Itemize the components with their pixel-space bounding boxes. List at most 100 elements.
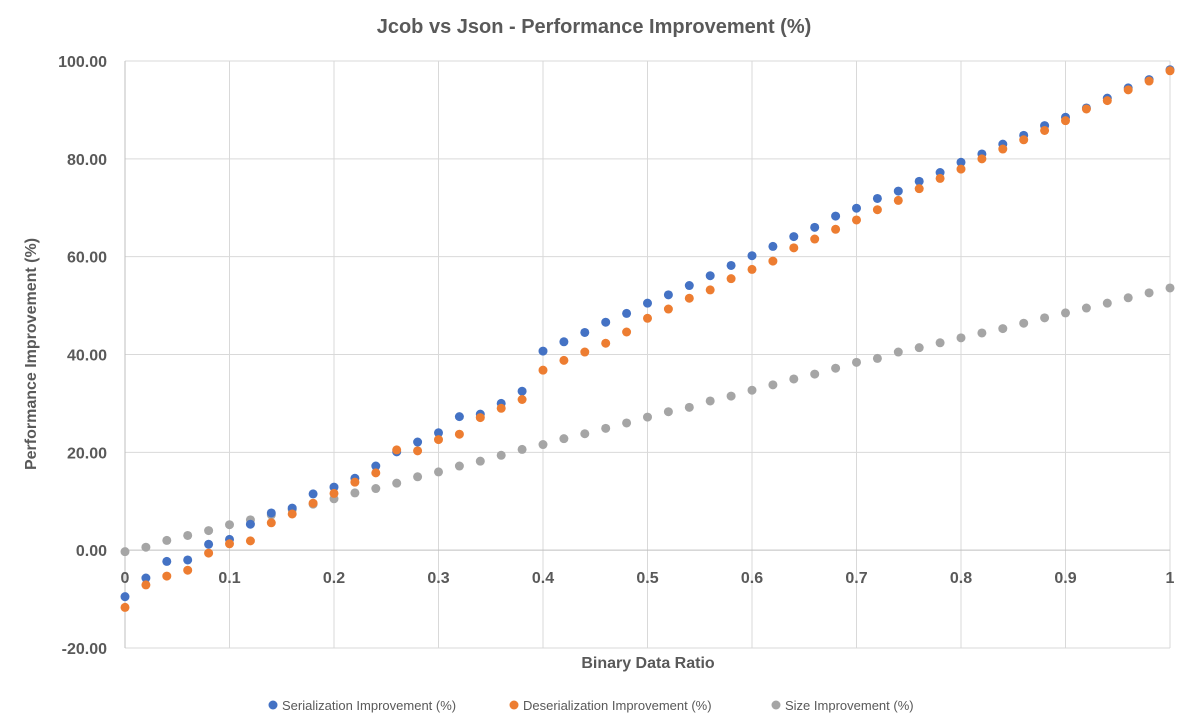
series-1 <box>120 66 1175 612</box>
data-point <box>1081 303 1091 313</box>
data-point <box>1061 308 1070 318</box>
data-point <box>120 547 130 557</box>
legend-label: Size Improvement (%) <box>785 698 914 713</box>
data-point <box>893 347 903 357</box>
y-tick-label: 60.00 <box>67 250 107 267</box>
data-point <box>1040 125 1050 135</box>
data-point <box>1123 293 1133 303</box>
x-tick-label: 0.2 <box>323 570 345 587</box>
y-tick-label: 20.00 <box>67 445 107 462</box>
data-point <box>371 461 381 471</box>
data-point <box>413 472 423 482</box>
gridlines <box>125 60 1171 649</box>
data-point <box>1081 104 1091 114</box>
data-point <box>998 144 1008 154</box>
x-tick-label: 0.3 <box>427 570 449 587</box>
data-point <box>601 423 611 433</box>
data-point <box>538 365 548 375</box>
data-point <box>768 241 778 251</box>
legend-item: Size Improvement (%) <box>771 698 914 713</box>
data-point <box>517 444 527 454</box>
x-tick-label: 1 <box>1166 570 1175 587</box>
data-point <box>287 509 297 519</box>
data-point <box>580 347 590 357</box>
data-point <box>120 602 130 612</box>
data-point <box>559 355 569 365</box>
data-point <box>580 429 590 439</box>
data-point <box>705 285 715 295</box>
data-point <box>141 542 151 552</box>
data-point <box>475 456 485 466</box>
data-point <box>1040 313 1050 323</box>
x-tick-label: 0.6 <box>741 570 763 587</box>
data-point <box>810 222 820 232</box>
data-point <box>413 437 423 447</box>
data-point <box>538 346 548 356</box>
data-point <box>893 195 903 205</box>
data-point <box>183 530 193 540</box>
legend-item: Serialization Improvement (%) <box>268 698 456 713</box>
legend-item: Deserialization Improvement (%) <box>509 698 712 713</box>
data-point <box>183 555 193 565</box>
data-point <box>831 211 841 221</box>
data-point <box>705 271 715 281</box>
data-point <box>852 357 861 367</box>
legend: Serialization Improvement (%) Deserializa… <box>268 698 914 713</box>
data-point <box>162 556 172 566</box>
data-point <box>1144 288 1154 298</box>
x-tick-label: 0.4 <box>532 570 554 587</box>
data-point <box>1165 66 1175 76</box>
data-point <box>245 519 255 529</box>
data-point <box>434 435 443 445</box>
x-axis-label: Binary Data Ratio <box>581 655 715 672</box>
data-point <box>496 450 506 460</box>
data-point <box>204 526 214 536</box>
y-tick-label: 0.00 <box>76 543 107 560</box>
data-point <box>726 391 736 401</box>
data-point <box>643 412 652 422</box>
data-point <box>266 518 276 528</box>
data-point <box>622 308 632 318</box>
y-axis-label: Performance Improvement (%) <box>23 238 40 470</box>
x-tick-label: 0.9 <box>1054 570 1076 587</box>
data-point <box>789 232 799 242</box>
data-point <box>831 363 841 373</box>
data-point <box>663 407 673 417</box>
data-point <box>434 428 443 438</box>
data-point <box>977 154 987 164</box>
data-point <box>747 385 757 395</box>
data-point <box>768 380 778 390</box>
data-point <box>977 328 987 338</box>
data-point <box>643 313 652 323</box>
data-point <box>831 224 841 234</box>
data-point <box>475 413 485 423</box>
legend-marker <box>509 700 519 710</box>
data-point <box>914 176 924 186</box>
y-tick-label: 40.00 <box>67 348 107 365</box>
data-point <box>1019 318 1029 328</box>
data-point <box>329 488 339 498</box>
data-point <box>684 281 694 291</box>
data-point <box>454 412 464 422</box>
data-point <box>1102 96 1112 106</box>
data-point <box>956 157 966 167</box>
data-point <box>225 539 234 549</box>
data-point <box>245 536 255 546</box>
data-point <box>872 353 882 363</box>
data-point <box>413 446 423 456</box>
data-point <box>601 317 611 327</box>
data-point <box>705 396 715 406</box>
data-point <box>789 243 799 253</box>
data-point <box>141 580 151 590</box>
data-point <box>601 338 611 348</box>
x-tick-label: 0.5 <box>636 570 658 587</box>
data-point <box>162 535 172 545</box>
data-point <box>1165 283 1175 293</box>
data-point <box>998 324 1008 334</box>
data-point <box>496 403 506 413</box>
data-point <box>120 592 130 602</box>
legend-label: Deserialization Improvement (%) <box>523 698 712 713</box>
data-point <box>726 260 736 270</box>
data-point <box>434 467 443 477</box>
